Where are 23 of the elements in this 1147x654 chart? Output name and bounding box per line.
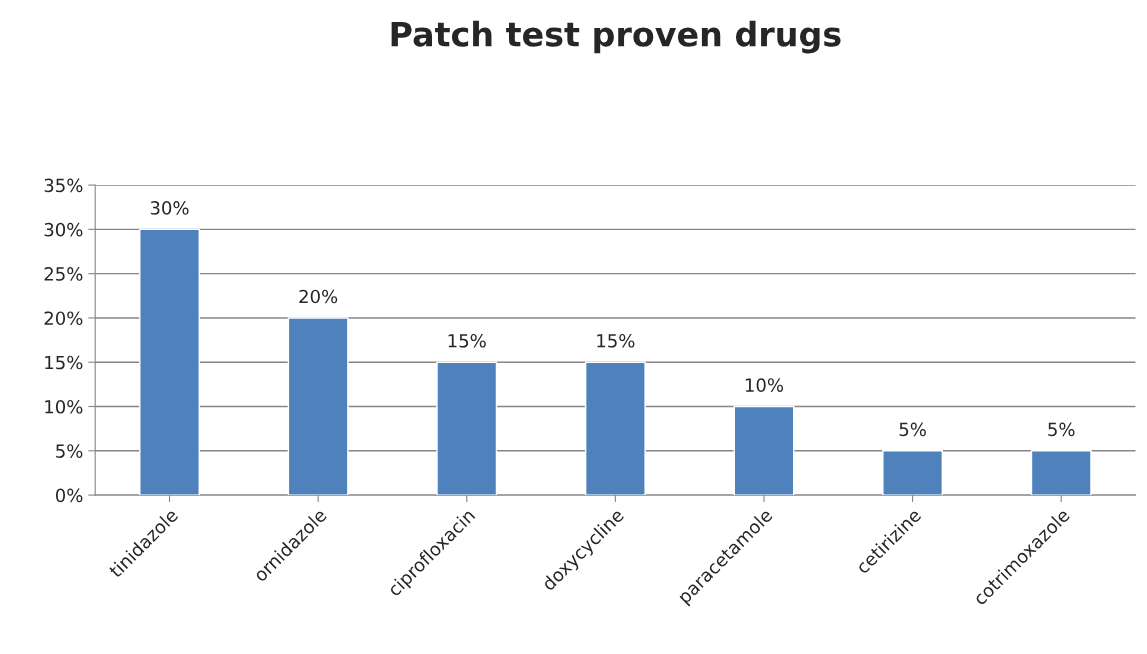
bar bbox=[882, 450, 944, 496]
y-tick-label: 10% bbox=[45, 399, 83, 414]
y-tick-label: 5% bbox=[56, 444, 83, 458]
bar bbox=[733, 405, 795, 496]
data-label: 20% bbox=[299, 289, 338, 304]
y-tick-label: 0% bbox=[55, 488, 83, 503]
y-tick-label: 30% bbox=[44, 222, 83, 237]
y-tick-label: 25% bbox=[44, 267, 83, 281]
data-label: 5% bbox=[1048, 422, 1075, 437]
bar bbox=[1030, 450, 1092, 496]
y-tick-label: 15% bbox=[45, 355, 83, 370]
bar bbox=[436, 361, 498, 496]
bar bbox=[584, 361, 646, 496]
y-tick-label: 35% bbox=[44, 178, 83, 193]
chart-title: Patch test proven drugs bbox=[391, 20, 841, 54]
data-label: 30% bbox=[150, 201, 189, 215]
y-tick-label: 20% bbox=[44, 311, 83, 326]
data-label: 5% bbox=[899, 422, 926, 437]
bar bbox=[287, 317, 349, 496]
bar bbox=[139, 228, 200, 496]
data-label: 15% bbox=[597, 333, 635, 348]
data-label: 10% bbox=[745, 378, 784, 392]
data-label: 15% bbox=[448, 333, 486, 348]
